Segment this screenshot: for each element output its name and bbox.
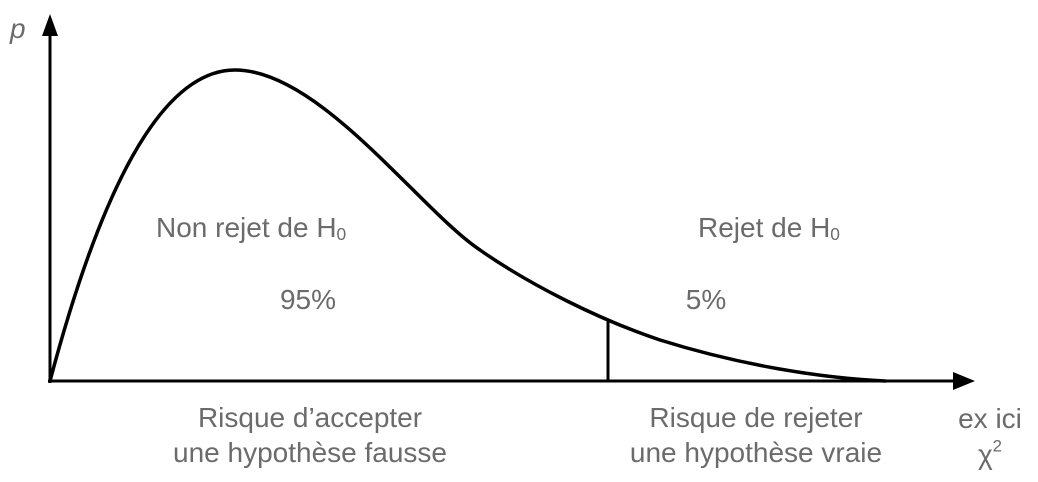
y-axis-label: p [10,13,26,44]
x-axis-note: ex ici χ2 [958,401,1022,473]
reject-region-title: Rejet de H0 [698,211,840,245]
accept-percent: 95% [279,284,337,315]
reject-risk-line1: Risque de rejeter [649,402,863,433]
chi-exponent: 2 [992,436,1003,456]
accept-risk-line1: Risque d’accepter [197,402,423,433]
x-axis-note-line1: ex ici [958,403,1022,434]
accept-title-text: Non rejet de H [156,212,337,243]
reject-title-subscript: 0 [830,224,840,245]
accept-region-title: Non rejet de H0 [156,211,346,245]
chi-symbol: χ [977,439,993,470]
x-axis-note-symbol-row: χ2 [958,437,1022,473]
y-axis-arrow [42,14,58,36]
reject-risk-line2: une hypothèse vraie [629,437,883,468]
accept-risk-line2: une hypothèse fausse [173,437,447,468]
accept-title-subscript: 0 [336,224,347,245]
reject-percent: 5% [685,284,727,315]
x-axis-arrow [953,372,975,390]
reject-title-text: Rejet de H [698,212,831,243]
density-curve [48,68,887,383]
